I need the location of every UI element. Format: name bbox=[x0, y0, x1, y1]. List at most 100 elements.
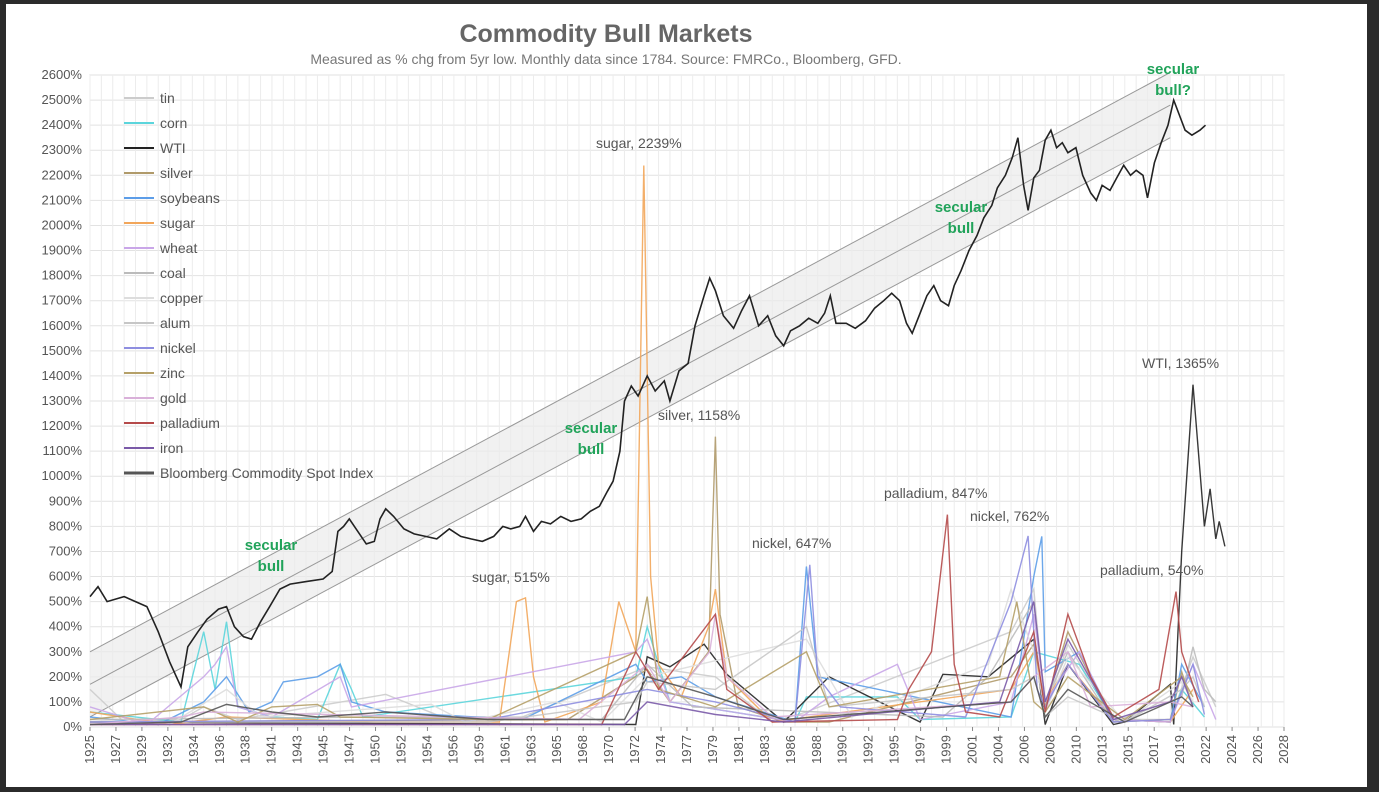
annotation-wti-2022: WTI, 1365% bbox=[1142, 355, 1219, 371]
x-tick-label: 1936 bbox=[212, 735, 227, 764]
y-tick-label: 2600% bbox=[42, 67, 83, 82]
y-tick-label: 1800% bbox=[42, 268, 83, 283]
y-tick-label: 1200% bbox=[42, 418, 83, 433]
y-tick-label: 300% bbox=[49, 644, 83, 659]
x-tick-label: 1974 bbox=[653, 735, 668, 764]
series-line-copper bbox=[89, 586, 1194, 726]
y-tick-label: 700% bbox=[49, 543, 83, 558]
legend-label: alum bbox=[160, 315, 190, 331]
legend-label: sugar bbox=[160, 215, 195, 231]
trend-line bbox=[89, 104, 1171, 685]
y-tick-label: 2300% bbox=[42, 142, 83, 157]
y-tick-label: 1700% bbox=[42, 293, 83, 308]
secular-bull-label-4: secular bbox=[1147, 61, 1200, 78]
x-tick-label: 2001 bbox=[965, 735, 980, 764]
legend-label: coal bbox=[160, 265, 186, 281]
legend-label: palladium bbox=[160, 415, 220, 431]
x-tick-label: 1968 bbox=[575, 735, 590, 764]
series-line-corn bbox=[89, 621, 1205, 723]
x-tick-label: 2010 bbox=[1068, 735, 1083, 764]
x-tick-label: 1970 bbox=[601, 735, 616, 764]
y-tick-label: 2200% bbox=[42, 167, 83, 182]
y-tick-label: 1900% bbox=[42, 243, 83, 258]
annotation-palladium-2000: palladium, 847% bbox=[884, 485, 988, 501]
y-tick-label: 500% bbox=[49, 594, 83, 609]
chart-subtitle: Measured as % chg from 5yr low. Monthly … bbox=[310, 51, 901, 67]
trend-line bbox=[89, 72, 1171, 653]
series-line-bloomberg-commodity-spot-index bbox=[89, 675, 1194, 726]
annotation-silver-peak: silver, 1158% bbox=[658, 407, 740, 423]
chart-svg: Commodity Bull Markets Measured as % chg… bbox=[42, 20, 1291, 764]
y-tick-label: 2000% bbox=[42, 217, 83, 232]
legend-label: iron bbox=[160, 440, 183, 456]
trend-line bbox=[89, 137, 1171, 718]
y-tick-label: 0% bbox=[63, 719, 82, 734]
x-tick-label: 1983 bbox=[757, 735, 772, 764]
y-tick-label: 1500% bbox=[42, 343, 83, 358]
y-tick-label: 600% bbox=[49, 569, 83, 584]
trend-channel bbox=[89, 72, 1171, 718]
x-tick-label: 2026 bbox=[1250, 735, 1265, 764]
secular-bull-label-1: secular bbox=[245, 537, 298, 554]
y-tick-label: 2500% bbox=[42, 92, 83, 107]
y-tick-label: 1400% bbox=[42, 368, 83, 383]
annotation-nickel-1988: nickel, 647% bbox=[752, 535, 831, 551]
chart-frame: Commodity Bull Markets Measured as % chg… bbox=[6, 4, 1367, 787]
x-tick-label: 1981 bbox=[731, 735, 746, 764]
legend-label: gold bbox=[160, 390, 186, 406]
x-tick-label: 1943 bbox=[290, 735, 305, 764]
y-tick-label: 1000% bbox=[42, 468, 83, 483]
legend-label: corn bbox=[160, 115, 187, 131]
x-tick-label: 1938 bbox=[238, 735, 253, 764]
series-line-wti bbox=[89, 384, 1226, 726]
series-lines bbox=[89, 97, 1226, 726]
legend-label: copper bbox=[160, 290, 203, 306]
x-tick-label: 2006 bbox=[1016, 735, 1031, 764]
x-tick-label: 2028 bbox=[1276, 735, 1291, 764]
legend-label: Bloomberg Commodity Spot Index bbox=[160, 465, 373, 481]
y-tick-label: 2400% bbox=[42, 117, 83, 132]
x-tick-label: 2008 bbox=[1042, 735, 1057, 764]
chart-title: Commodity Bull Markets bbox=[459, 20, 752, 48]
legend-label: tin bbox=[160, 90, 175, 106]
x-tick-label: 1952 bbox=[393, 735, 408, 764]
y-tick-label: 1100% bbox=[42, 443, 82, 458]
y-tick-label: 800% bbox=[49, 518, 83, 533]
x-tick-label: 1927 bbox=[108, 735, 123, 764]
annotation-nickel-2007: nickel, 762% bbox=[970, 508, 1049, 524]
y-tick-label: 200% bbox=[49, 669, 83, 684]
x-tick-label: 1965 bbox=[549, 735, 564, 764]
x-tick-label: 1934 bbox=[186, 735, 201, 764]
x-tick-label: 1956 bbox=[445, 735, 460, 764]
x-tick-label: 1929 bbox=[134, 735, 149, 764]
x-tick-label: 1932 bbox=[160, 735, 175, 764]
y-tick-label: 900% bbox=[49, 493, 83, 508]
legend-label: silver bbox=[160, 165, 193, 181]
secular-bull-label-3: secular bbox=[935, 199, 988, 216]
series-line-bull-index bbox=[89, 97, 1207, 690]
x-tick-label: 2017 bbox=[1146, 735, 1161, 764]
annotations: sugar, 2239% silver, 1158% sugar, 515% n… bbox=[245, 61, 1219, 585]
secular-bull-label-2b: bull bbox=[578, 441, 605, 458]
y-tick-label: 400% bbox=[49, 619, 83, 634]
series-line-zinc bbox=[89, 596, 1194, 723]
secular-bull-label-1b: bull bbox=[258, 558, 285, 575]
y-axis: 0% 100% 200% 300% 400% 500% 600% 700% 800% 900% 10… bbox=[42, 67, 83, 734]
x-tick-label: 2013 bbox=[1094, 735, 1109, 764]
x-tick-label: 1959 bbox=[471, 735, 486, 764]
secular-bull-label-4b: bull? bbox=[1155, 82, 1191, 99]
x-tick-label: 1992 bbox=[861, 735, 876, 764]
x-axis: 1925 1927 1929 1932 1934 1936 1938 1941 1943 1945… bbox=[82, 727, 1291, 764]
legend-label: wheat bbox=[159, 240, 197, 256]
x-tick-label: 1986 bbox=[783, 735, 798, 764]
annotation-sugar-peak: sugar, 2239% bbox=[596, 135, 682, 151]
x-tick-label: 1988 bbox=[809, 735, 824, 764]
x-tick-label: 2015 bbox=[1120, 735, 1135, 764]
annotation-sugar-1963: sugar, 515% bbox=[472, 569, 550, 585]
y-tick-label: 100% bbox=[49, 694, 83, 709]
x-tick-label: 1945 bbox=[316, 735, 331, 764]
y-tick-label: 1300% bbox=[42, 393, 83, 408]
x-tick-label: 1961 bbox=[497, 735, 512, 764]
legend-label: soybeans bbox=[160, 190, 220, 206]
x-tick-label: 1941 bbox=[264, 735, 279, 764]
